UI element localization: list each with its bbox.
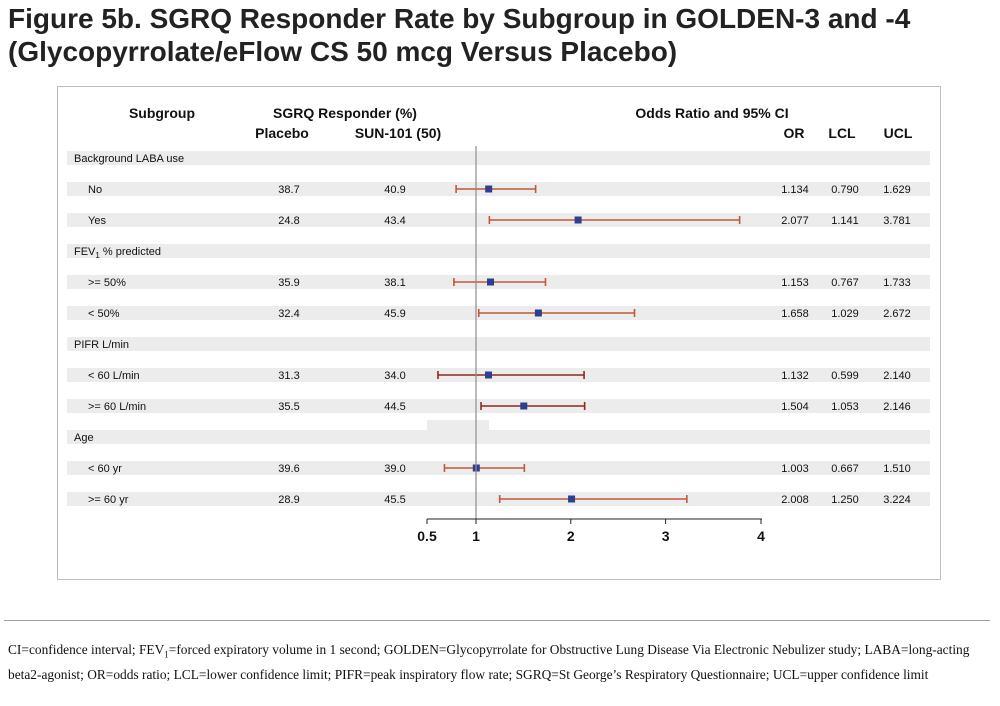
active-value: 34.0 bbox=[384, 370, 405, 382]
ucl-value: 3.781 bbox=[883, 215, 911, 227]
header-plot: Odds Ratio and 95% CI bbox=[635, 105, 788, 121]
group-band bbox=[67, 151, 930, 165]
row-label: Yes bbox=[88, 215, 106, 227]
group-label: Age bbox=[74, 432, 94, 444]
ucl-value: 2.146 bbox=[883, 401, 911, 413]
point-estimate bbox=[485, 371, 493, 379]
point-estimate bbox=[568, 495, 576, 503]
group-label: FEV1 % predicted bbox=[74, 246, 161, 260]
x-tick-label: 2 bbox=[567, 528, 575, 544]
header-lcl: LCL bbox=[828, 125, 856, 141]
row-label: >= 50% bbox=[88, 277, 126, 289]
group-label: PIFR L/min bbox=[74, 339, 129, 351]
active-value: 44.5 bbox=[384, 401, 405, 413]
placebo-value: 28.9 bbox=[278, 494, 299, 506]
point-estimate bbox=[487, 278, 495, 286]
active-value: 43.4 bbox=[384, 215, 405, 227]
lcl-value: 0.667 bbox=[831, 463, 859, 475]
gap-band bbox=[427, 420, 489, 434]
active-value: 40.9 bbox=[384, 184, 405, 196]
footnote-divider bbox=[4, 620, 990, 621]
or-value: 1.003 bbox=[781, 463, 809, 475]
ucl-value: 2.140 bbox=[883, 370, 911, 382]
or-value: 1.504 bbox=[781, 401, 809, 413]
group-band bbox=[67, 337, 930, 351]
header-or: OR bbox=[784, 125, 805, 141]
or-value: 2.008 bbox=[781, 494, 809, 506]
placebo-value: 38.7 bbox=[278, 184, 299, 196]
or-value: 1.153 bbox=[781, 277, 809, 289]
figure-title: Figure 5b. SGRQ Responder Rate by Subgro… bbox=[8, 3, 911, 67]
point-estimate bbox=[534, 309, 542, 317]
ucl-value: 3.224 bbox=[883, 494, 911, 506]
x-tick-label: 3 bbox=[662, 528, 670, 544]
row-band bbox=[67, 492, 930, 506]
x-tick-label: 4 bbox=[757, 528, 765, 544]
active-value: 45.5 bbox=[384, 494, 405, 506]
point-estimate bbox=[485, 185, 493, 193]
footnote-part-2: =forced expiratory volume in 1 second; G… bbox=[8, 642, 970, 682]
placebo-value: 31.3 bbox=[278, 370, 299, 382]
footnote: CI=confidence interval; FEV1=forced expi… bbox=[8, 640, 993, 684]
active-value: 45.9 bbox=[384, 308, 405, 320]
header-responder: SGRQ Responder (%) bbox=[273, 105, 417, 121]
placebo-value: 24.8 bbox=[278, 215, 299, 227]
footnote-part-1: CI=confidence interval; FEV bbox=[8, 642, 165, 657]
forest-plot: Subgroup SGRQ Responder (%) Placebo SUN-… bbox=[67, 105, 930, 544]
point-estimate bbox=[574, 216, 582, 224]
header-placebo: Placebo bbox=[255, 125, 309, 141]
group-band bbox=[67, 244, 930, 258]
or-value: 2.077 bbox=[781, 215, 809, 227]
or-value: 1.132 bbox=[781, 370, 809, 382]
ucl-value: 2.672 bbox=[883, 308, 911, 320]
lcl-value: 1.029 bbox=[831, 308, 859, 320]
or-value: 1.134 bbox=[781, 184, 809, 196]
lcl-value: 0.599 bbox=[831, 370, 859, 382]
or-value: 1.658 bbox=[781, 308, 809, 320]
row-label: No bbox=[88, 184, 102, 196]
header-active: SUN-101 (50) bbox=[355, 125, 441, 141]
x-tick-label: 0.5 bbox=[417, 528, 437, 544]
active-value: 39.0 bbox=[384, 463, 405, 475]
placebo-value: 35.9 bbox=[278, 277, 299, 289]
plot-frame bbox=[57, 86, 941, 580]
placebo-value: 32.4 bbox=[278, 308, 299, 320]
row-label: < 50% bbox=[88, 308, 120, 320]
ucl-value: 1.629 bbox=[883, 184, 911, 196]
ucl-value: 1.510 bbox=[883, 463, 911, 475]
row-label: < 60 yr bbox=[88, 463, 122, 475]
placebo-value: 39.6 bbox=[278, 463, 299, 475]
footnote-subscript: 1 bbox=[164, 649, 169, 660]
lcl-value: 1.141 bbox=[831, 215, 859, 227]
row-label: >= 60 L/min bbox=[88, 401, 146, 413]
row-bands bbox=[67, 151, 930, 506]
header-subgroup: Subgroup bbox=[129, 105, 195, 121]
x-tick-label: 1 bbox=[472, 528, 480, 544]
active-value: 38.1 bbox=[384, 277, 405, 289]
lcl-value: 0.790 bbox=[831, 184, 859, 196]
point-estimate bbox=[520, 402, 528, 410]
row-label: >= 60 yr bbox=[88, 494, 129, 506]
data-rows: Background LABA use No 38.7 40.9 1.134 0.790 1… bbox=[74, 153, 911, 506]
placebo-value: 35.5 bbox=[278, 401, 299, 413]
row-label: < 60 L/min bbox=[88, 370, 140, 382]
group-band bbox=[67, 430, 930, 444]
lcl-value: 1.053 bbox=[831, 401, 859, 413]
group-label: Background LABA use bbox=[74, 153, 184, 165]
column-headers: Subgroup SGRQ Responder (%) Placebo SUN-… bbox=[129, 105, 913, 141]
x-axis: 0.5 1 2 3 4 bbox=[417, 146, 765, 544]
lcl-value: 0.767 bbox=[831, 277, 859, 289]
lcl-value: 1.250 bbox=[831, 494, 859, 506]
ucl-value: 1.733 bbox=[883, 277, 911, 289]
header-ucl: UCL bbox=[884, 125, 913, 141]
